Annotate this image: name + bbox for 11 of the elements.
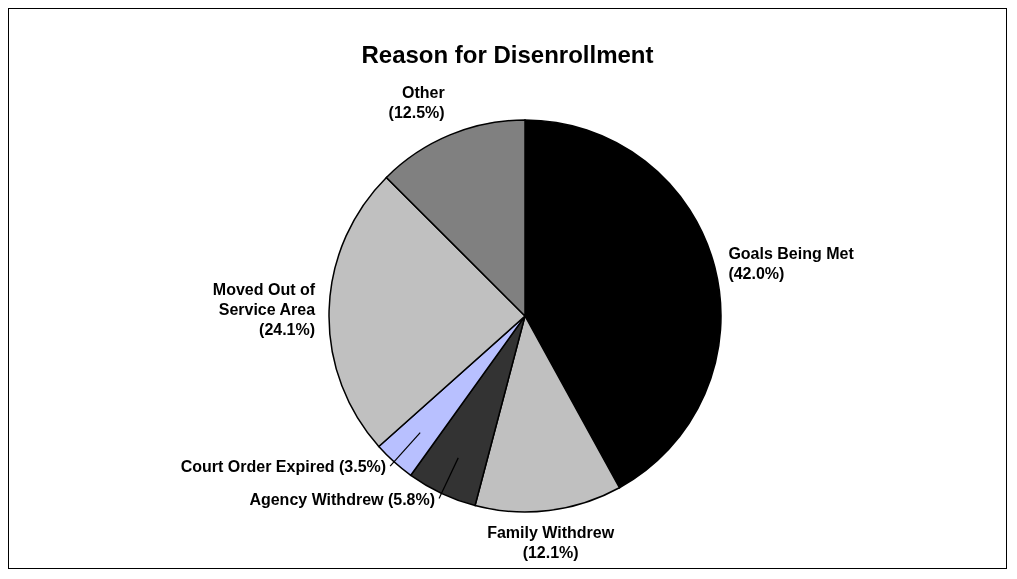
slice-label: Court Order Expired (3.5%) <box>180 458 387 476</box>
slice-label: Goals Being Met <box>728 244 855 262</box>
chart-title: Reason for Disenrollment <box>360 41 655 69</box>
data-label: (24.1%) <box>259 321 316 339</box>
slice-label: Agency Withdrew (5.8%) <box>249 490 436 508</box>
slice-label: Family Withdrew <box>487 524 615 542</box>
slice-label: Other <box>401 83 445 101</box>
slice-label: Moved Out of Service Area <box>212 281 316 319</box>
data-label: (12.1%) <box>522 544 579 562</box>
data-label: (12.5%) <box>388 103 445 121</box>
data-label: (42.0%) <box>728 264 785 282</box>
